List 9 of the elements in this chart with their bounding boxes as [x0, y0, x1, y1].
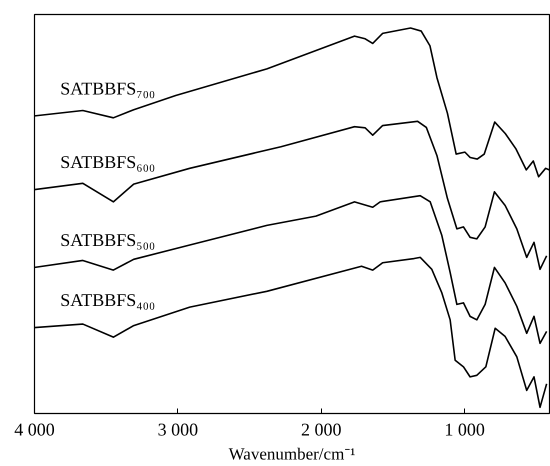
- x-tick-label: 2 000: [301, 420, 342, 440]
- series-label: SATBBFS₆₀₀: [60, 152, 156, 172]
- series-label: SATBBFS₅₀₀: [60, 230, 156, 250]
- series-label: SATBBFS₄₀₀: [60, 290, 156, 310]
- x-tick-label: 3 000: [158, 420, 198, 440]
- x-tick-label: 1 000: [444, 420, 485, 440]
- x-tick-label: 4 000: [14, 420, 55, 440]
- x-axis-title: Wavenumber/cm⁻¹: [228, 444, 356, 464]
- series-label: SATBBFS₇₀₀: [60, 78, 156, 99]
